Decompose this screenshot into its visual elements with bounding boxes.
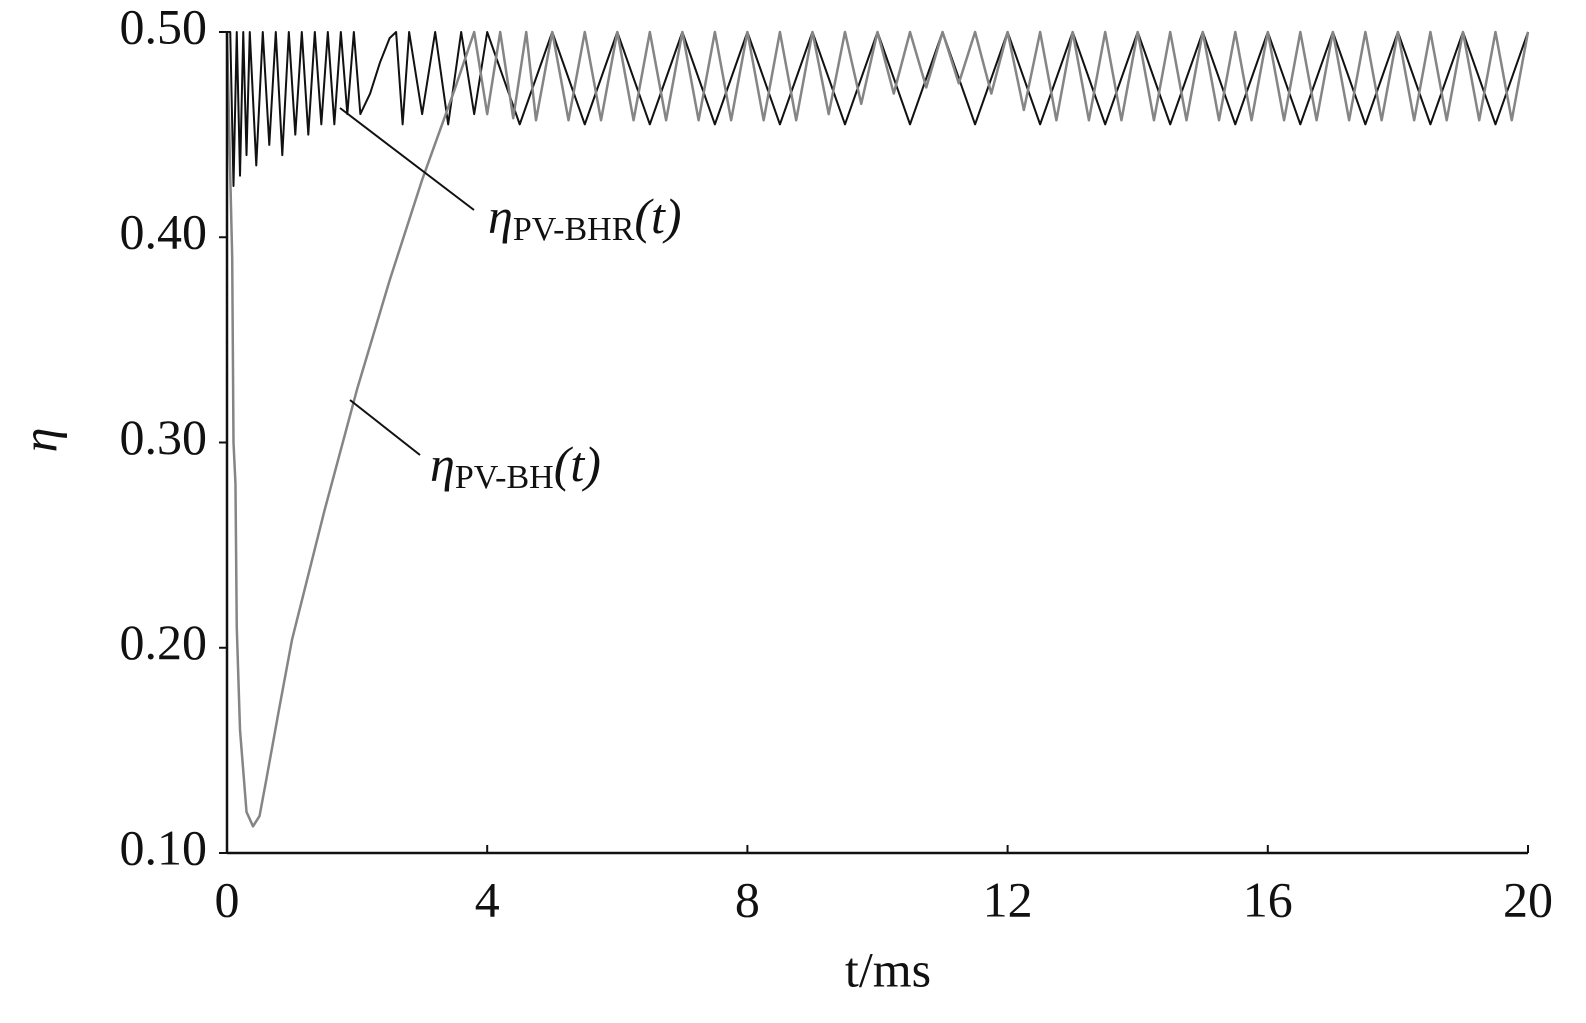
y-axis-label: η (11, 428, 67, 453)
x-tick-label: 4 (475, 871, 500, 927)
y-tick-label: 0.30 (120, 409, 208, 465)
series-name: PV-BH (455, 459, 554, 496)
y-tick-label: 0.10 (120, 819, 208, 875)
annotation-symbol: η (430, 436, 455, 492)
y-tick-label: 0.20 (120, 614, 208, 670)
series-line (225, 30, 1530, 828)
x-tick-label: 20 (1503, 871, 1553, 927)
annotation-leader (339, 107, 475, 211)
x-tick-label: 0 (215, 871, 240, 927)
y-tick-label: 0.40 (120, 204, 208, 260)
annotation: ηPV-BH(t) (430, 436, 601, 495)
annotation-suffix: (t) (554, 436, 601, 492)
x-axis-label: t/ms (845, 941, 931, 997)
x-tick-label: 8 (735, 871, 760, 927)
series-name: PV-BHR (513, 211, 635, 248)
annotation-leader (349, 399, 421, 456)
annotation: ηPV-BHR(t) (488, 188, 682, 247)
annotation-symbol: η (488, 188, 513, 244)
y-tick-label: 0.50 (120, 0, 208, 54)
annotation-suffix: (t) (634, 188, 681, 244)
x-tick-label: 12 (983, 871, 1033, 927)
x-tick-label: 16 (1243, 871, 1293, 927)
